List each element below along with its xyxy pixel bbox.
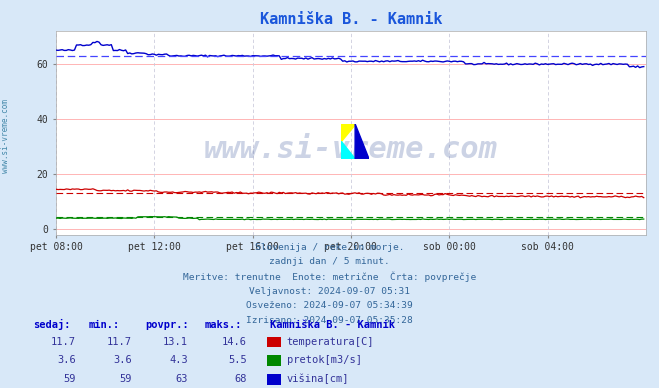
Text: www.si-vreme.com: www.si-vreme.com <box>204 135 498 164</box>
Title: Kamniška B. - Kamnik: Kamniška B. - Kamnik <box>260 12 442 27</box>
Text: temperatura[C]: temperatura[C] <box>287 336 374 346</box>
Text: sedaj:: sedaj: <box>33 319 71 330</box>
Text: maks.:: maks.: <box>204 320 242 330</box>
Text: Slovenija / reke in morje.: Slovenija / reke in morje. <box>255 242 404 251</box>
Text: pretok[m3/s]: pretok[m3/s] <box>287 355 362 365</box>
Text: 4.3: 4.3 <box>169 355 188 365</box>
Text: 3.6: 3.6 <box>113 355 132 365</box>
Text: zadnji dan / 5 minut.: zadnji dan / 5 minut. <box>269 257 390 266</box>
Text: Meritve: trenutne  Enote: metrične  Črta: povprečje: Meritve: trenutne Enote: metrične Črta: … <box>183 272 476 282</box>
Text: Osveženo: 2024-09-07 05:34:39: Osveženo: 2024-09-07 05:34:39 <box>246 301 413 310</box>
Text: 11.7: 11.7 <box>51 336 76 346</box>
Text: 68: 68 <box>235 374 247 384</box>
Text: Izrisano: 2024-09-07 05:35:28: Izrisano: 2024-09-07 05:35:28 <box>246 316 413 325</box>
Text: višina[cm]: višina[cm] <box>287 373 349 384</box>
Text: Veljavnost: 2024-09-07 05:31: Veljavnost: 2024-09-07 05:31 <box>249 287 410 296</box>
Text: 5.5: 5.5 <box>229 355 247 365</box>
Text: 63: 63 <box>175 374 188 384</box>
Text: 11.7: 11.7 <box>107 336 132 346</box>
Text: www.si-vreme.com: www.si-vreme.com <box>1 99 10 173</box>
Text: povpr.:: povpr.: <box>145 320 188 330</box>
Polygon shape <box>355 124 369 159</box>
Text: 14.6: 14.6 <box>222 336 247 346</box>
Text: Kamniška B. - Kamnik: Kamniška B. - Kamnik <box>270 320 395 330</box>
Polygon shape <box>341 124 355 141</box>
Text: 59: 59 <box>119 374 132 384</box>
Text: 59: 59 <box>63 374 76 384</box>
Text: 13.1: 13.1 <box>163 336 188 346</box>
Polygon shape <box>341 141 355 159</box>
Text: 3.6: 3.6 <box>57 355 76 365</box>
Text: min.:: min.: <box>89 320 120 330</box>
